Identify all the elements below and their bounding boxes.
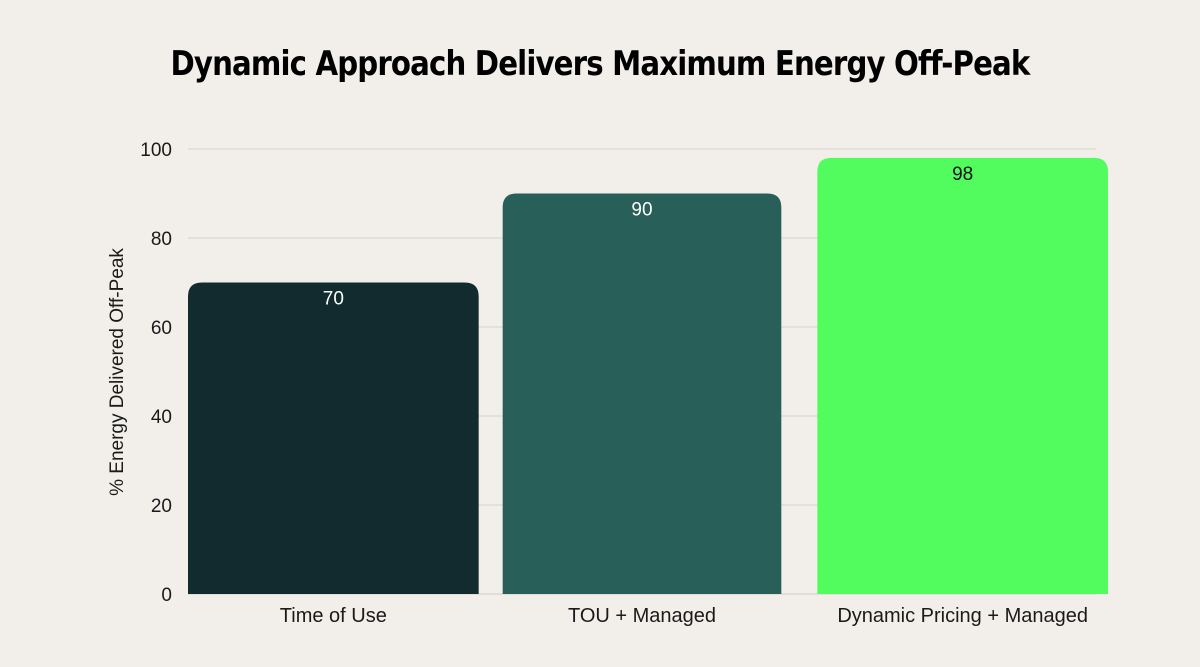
data-label-2: 98 [952,164,973,185]
y-tick-label-0: 0 [161,585,172,606]
bar-layer [188,157,1108,594]
label-layer: 0 20 40 60 80 100 70 Time of Use 90 TOU + Managed… [140,140,1088,627]
data-label-0: 70 [323,289,344,310]
y-tick-label-80: 80 [151,229,172,250]
y-axis-title: % Energy Delivered Off-Peak [107,248,128,496]
x-tick-label-2: Dynamic Pricing + Managed [837,605,1088,627]
chart-title: Dynamic Approach Delivers Maximum Energy… [170,44,1030,84]
y-tick-label-40: 40 [151,407,172,428]
x-tick-label-1: TOU + Managed [568,605,716,627]
y-tick-label-60: 60 [151,318,172,339]
y-tick-label-100: 100 [140,140,172,161]
bar-0 [188,282,479,594]
y-tick-label-20: 20 [151,496,172,517]
x-tick-label-0: Time of Use [280,605,387,627]
bar-1 [502,193,782,594]
bar-2 [817,157,1108,594]
data-label-1: 90 [631,200,652,221]
